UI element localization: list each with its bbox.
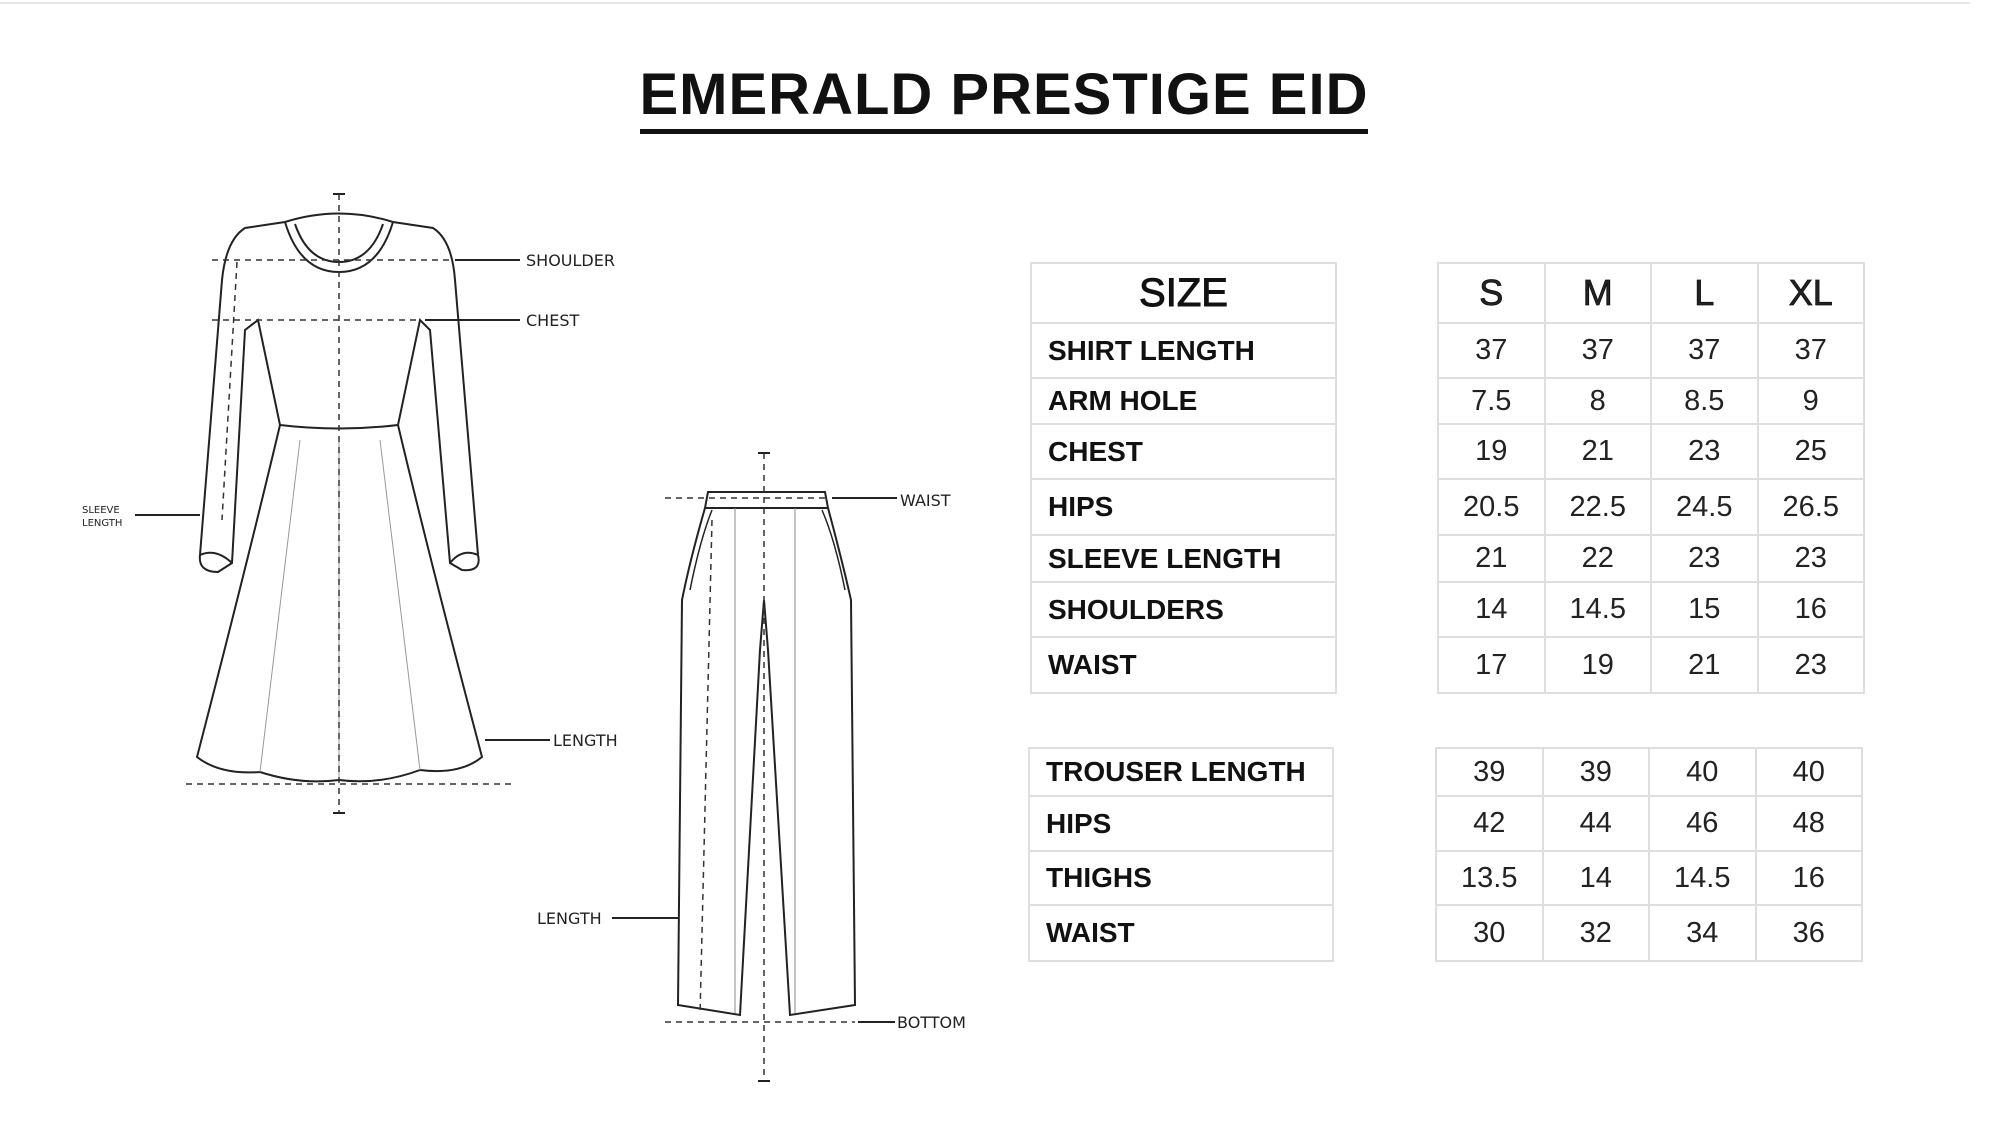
table-row: 30 32 34 36 (1435, 904, 1863, 962)
table-row: 42 44 46 48 (1435, 795, 1863, 852)
cell: 32 (1541, 904, 1650, 962)
cell: 37 (1650, 322, 1759, 379)
cell: 16 (1756, 581, 1865, 638)
row-label: HIPS (1030, 478, 1337, 536)
size-s-header: S (1437, 262, 1546, 324)
cell: 7.5 (1437, 377, 1546, 425)
shirt-size-values-table: S M L XL 37 37 37 37 7.5 8 8.5 9 19 21 23 25 20.5… (1437, 262, 1865, 694)
table-row: 39 39 40 40 (1435, 747, 1863, 797)
cell: 24.5 (1650, 478, 1759, 536)
label-sleeve-length-2: LENGTH (82, 518, 122, 529)
row-label: SHIRT LENGTH (1030, 322, 1337, 379)
cell: 39 (1435, 747, 1544, 797)
row-label: THIGHS (1028, 850, 1334, 906)
label-chest: CHEST (526, 311, 579, 330)
label-waist: WAIST (900, 491, 951, 510)
cell: 30 (1435, 904, 1544, 962)
label-shoulder: SHOULDER (526, 251, 615, 270)
cell: 37 (1543, 322, 1652, 379)
cell: 44 (1541, 795, 1650, 852)
cell: 8.5 (1650, 377, 1759, 425)
cell: 21 (1437, 534, 1546, 583)
cell: 22 (1543, 534, 1652, 583)
cell: 37 (1437, 322, 1546, 379)
cell: 23 (1650, 423, 1759, 480)
cell: 19 (1543, 636, 1652, 694)
cell: 46 (1648, 795, 1757, 852)
cell: 15 (1650, 581, 1759, 638)
row-label: WAIST (1028, 904, 1334, 962)
cell: 40 (1648, 747, 1757, 797)
label-dress-length: LENGTH (553, 731, 618, 750)
trouser-illustration (612, 452, 897, 1082)
label-sleeve-length: SLEEVE (82, 505, 120, 516)
row-label: WAIST (1030, 636, 1337, 694)
row-label: TROUSER LENGTH (1028, 747, 1334, 797)
row-label: CHEST (1030, 423, 1337, 480)
cell: 21 (1650, 636, 1759, 694)
size-header: SIZE (1030, 262, 1337, 324)
trouser-measure-labels-table: TROUSER LENGTH HIPS THIGHS WAIST (1028, 747, 1334, 962)
trouser-size-values-table: 39 39 40 40 42 44 46 48 13.5 14 14.5 16 30 32 34 36 (1435, 747, 1863, 962)
table-row: 7.5 8 8.5 9 (1437, 377, 1865, 425)
cell: 14.5 (1648, 850, 1757, 906)
cell: 13.5 (1435, 850, 1544, 906)
cell: 37 (1756, 322, 1865, 379)
dress-illustration (135, 193, 550, 814)
row-label: ARM HOLE (1030, 377, 1337, 425)
table-row: 21 22 23 23 (1437, 534, 1865, 583)
size-m-header: M (1543, 262, 1652, 324)
table-row: 14 14.5 15 16 (1437, 581, 1865, 638)
cell: 21 (1543, 423, 1652, 480)
cell: 40 (1754, 747, 1863, 797)
cell: 48 (1754, 795, 1863, 852)
table-row: 13.5 14 14.5 16 (1435, 850, 1863, 906)
cell: 14 (1541, 850, 1650, 906)
cell: 20.5 (1437, 478, 1546, 536)
size-l-header: L (1650, 262, 1759, 324)
shirt-measure-labels-table: SIZE SHIRT LENGTH ARM HOLE CHEST HIPS SL… (1030, 262, 1337, 694)
table-row: 19 21 23 25 (1437, 423, 1865, 480)
cell: 34 (1648, 904, 1757, 962)
cell: 36 (1754, 904, 1863, 962)
cell: 8 (1543, 377, 1652, 425)
cell: 17 (1437, 636, 1546, 694)
top-divider (0, 2, 1970, 4)
cell: 42 (1435, 795, 1544, 852)
cell: 19 (1437, 423, 1546, 480)
table-row: 20.5 22.5 24.5 26.5 (1437, 478, 1865, 536)
cell: 22.5 (1543, 478, 1652, 536)
cell: 23 (1650, 534, 1759, 583)
cell: 23 (1756, 636, 1865, 694)
cell: 25 (1756, 423, 1865, 480)
row-label: SHOULDERS (1030, 581, 1337, 638)
label-bottom: BOTTOM (897, 1013, 966, 1032)
size-xl-header: XL (1756, 262, 1865, 324)
row-label: SLEEVE LENGTH (1030, 534, 1337, 583)
page-title: EMERALD PRESTIGE EID (0, 62, 2008, 134)
table-row: 37 37 37 37 (1437, 322, 1865, 379)
cell: 9 (1756, 377, 1865, 425)
cell: 16 (1754, 850, 1863, 906)
cell: 14.5 (1543, 581, 1652, 638)
label-trouser-length: LENGTH (537, 909, 602, 928)
cell: 23 (1756, 534, 1865, 583)
page-title-text: EMERALD PRESTIGE EID (639, 62, 1369, 134)
cell: 14 (1437, 581, 1546, 638)
row-label: HIPS (1028, 795, 1334, 852)
cell: 26.5 (1756, 478, 1865, 536)
table-row: 17 19 21 23 (1437, 636, 1865, 694)
cell: 39 (1541, 747, 1650, 797)
